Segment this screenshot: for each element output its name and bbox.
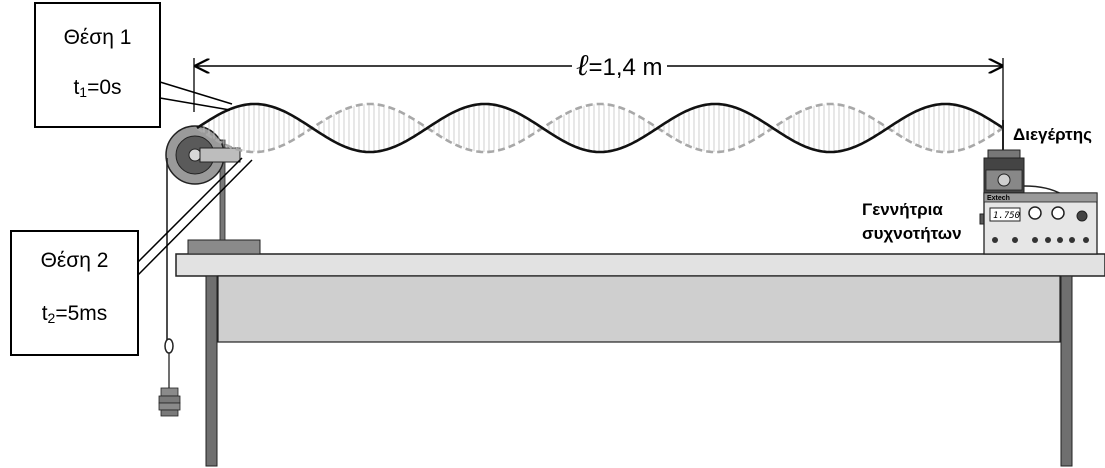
frequency-generator: Extech 1.750: [983, 192, 1098, 255]
position-1-callout: Θέση 1 t1=0s: [34, 2, 161, 128]
lab-table: [175, 253, 1105, 467]
position-2-callout: Θέση 2 t2=5ms: [10, 230, 139, 356]
wave-vibration-lines: [198, 104, 1000, 152]
callout-pointers: [137, 81, 253, 276]
exciter-label: Διεγέρτης: [1013, 125, 1092, 144]
length-label: ℓ=1,4 m: [572, 48, 667, 83]
generator-display: 1.750: [993, 211, 1020, 221]
position-1-title: Θέση 1: [63, 26, 132, 49]
hanging-mass: [158, 387, 181, 417]
wave-position-1: [196, 102, 1004, 154]
position-2-time: t2=5ms: [41, 302, 108, 326]
wave-position-2: [196, 102, 1004, 154]
generator-label: Γεννήτρια συχνοτήτων: [862, 200, 962, 243]
position-1-time: t1=0s: [73, 76, 122, 100]
standing-wave: [196, 102, 1004, 154]
generator-brand: Extech: [987, 195, 1010, 202]
position-2-title: Θέση 2: [40, 249, 109, 272]
